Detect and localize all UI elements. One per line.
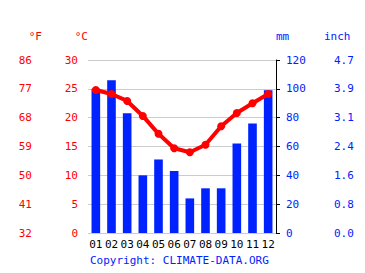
svg-text:1.6: 1.6 [334,169,354,182]
svg-text:inch: inch [324,30,351,43]
svg-text:5: 5 [71,198,78,211]
svg-text:0.8: 0.8 [334,198,354,211]
svg-text:120: 120 [286,54,306,67]
svg-text:15: 15 [65,140,78,153]
svg-text:mm: mm [276,30,290,43]
svg-text:0: 0 [286,227,293,240]
svg-text:100: 100 [286,82,306,95]
svg-text:20: 20 [286,198,299,211]
svg-text:11: 11 [246,238,259,251]
svg-text:32: 32 [19,227,32,240]
svg-text:07: 07 [183,238,196,251]
svg-text:12: 12 [262,238,275,251]
svg-text:30: 30 [65,54,78,67]
svg-text:0: 0 [71,227,78,240]
svg-text:50: 50 [19,169,32,182]
svg-text:3.1: 3.1 [334,111,354,124]
svg-text:°C: °C [75,30,88,43]
svg-text:01: 01 [89,238,102,251]
svg-text:60: 60 [286,140,299,153]
svg-text:3.9: 3.9 [334,82,354,95]
svg-text:02: 02 [105,238,118,251]
svg-text:08: 08 [199,238,212,251]
svg-text:0.0: 0.0 [334,227,354,240]
svg-text:20: 20 [65,111,78,124]
svg-text:80: 80 [286,111,299,124]
svg-text:10: 10 [65,169,78,182]
svg-text:05: 05 [152,238,165,251]
svg-text:68: 68 [19,111,32,124]
svg-text:04: 04 [136,238,150,251]
svg-text:4.7: 4.7 [334,54,354,67]
svg-text:03: 03 [121,238,134,251]
svg-text:06: 06 [168,238,181,251]
svg-text:Copyright: CLIMATE-DATA.ORG: Copyright: CLIMATE-DATA.ORG [90,254,269,267]
svg-text:86: 86 [19,54,32,67]
svg-text:10: 10 [230,238,243,251]
svg-text:09: 09 [215,238,228,251]
svg-text:25: 25 [65,82,78,95]
svg-text:40: 40 [286,169,299,182]
svg-text:°F: °F [29,30,42,43]
svg-text:41: 41 [19,198,32,211]
svg-text:59: 59 [19,140,32,153]
svg-text:2.4: 2.4 [334,140,354,153]
svg-text:77: 77 [19,82,32,95]
